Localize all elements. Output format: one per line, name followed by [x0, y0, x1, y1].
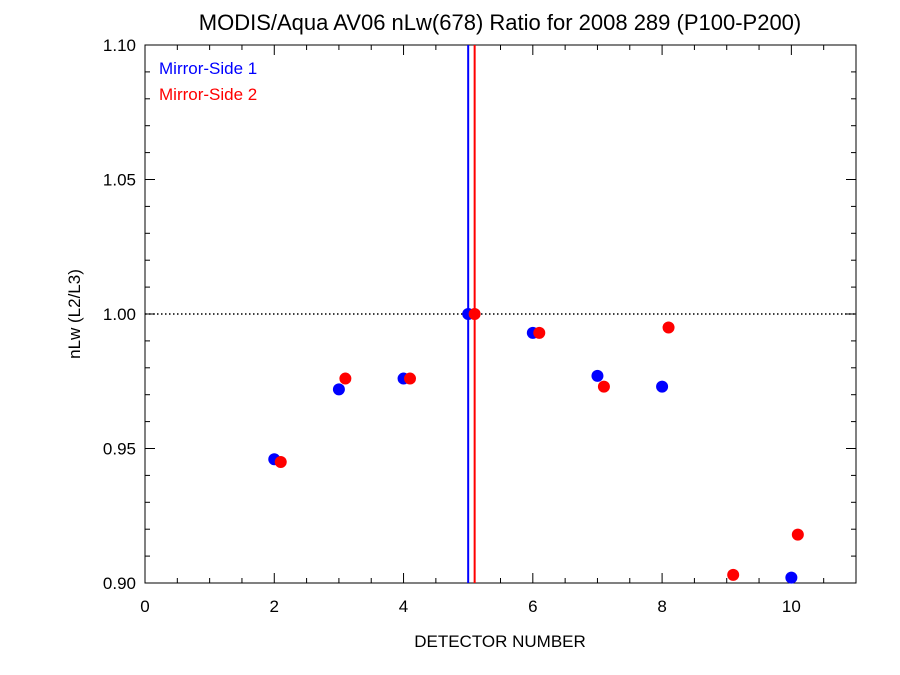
series-2-point — [791, 528, 804, 541]
y-tick-label: 1.10 — [103, 36, 136, 55]
series-1-point — [332, 383, 345, 396]
y-tick-label: 1.00 — [103, 305, 136, 324]
x-tick-label: 2 — [270, 597, 279, 616]
x-tick-label: 8 — [657, 597, 666, 616]
x-tick-label: 4 — [399, 597, 408, 616]
x-axis-label: DETECTOR NUMBER — [414, 632, 586, 651]
legend-entry-1: Mirror-Side 1 — [159, 59, 257, 78]
series-2-point — [339, 372, 352, 385]
y-tick-label: 0.95 — [103, 440, 136, 459]
y-tick-label: 0.90 — [103, 574, 136, 593]
plot-area: 0 2 4 6 8 10 0.90 0.95 1.00 1.05 1.10 — [103, 36, 857, 616]
legend: Mirror-Side 1 Mirror-Side 2 — [159, 59, 257, 104]
series-2-point — [597, 380, 610, 393]
series-1-point — [656, 380, 669, 393]
x-tick-label: 6 — [528, 597, 537, 616]
chart-title: MODIS/Aqua AV06 nLw(678) Ratio for 2008 … — [199, 10, 802, 35]
y-axis-label: nLw (L2/L3) — [65, 269, 84, 359]
series-2-point — [662, 321, 675, 334]
legend-entry-2: Mirror-Side 2 — [159, 85, 257, 104]
series-2-point — [727, 568, 740, 581]
x-tick-label: 0 — [140, 597, 149, 616]
y-tick-label: 1.05 — [103, 171, 136, 190]
series-1-point — [785, 571, 798, 584]
series-2-point — [404, 372, 417, 385]
series-2-point — [468, 308, 481, 320]
x-tick-label: 10 — [782, 597, 801, 616]
series-2-point — [533, 326, 546, 339]
series-2-point — [274, 455, 287, 468]
series-1-point — [591, 369, 604, 382]
